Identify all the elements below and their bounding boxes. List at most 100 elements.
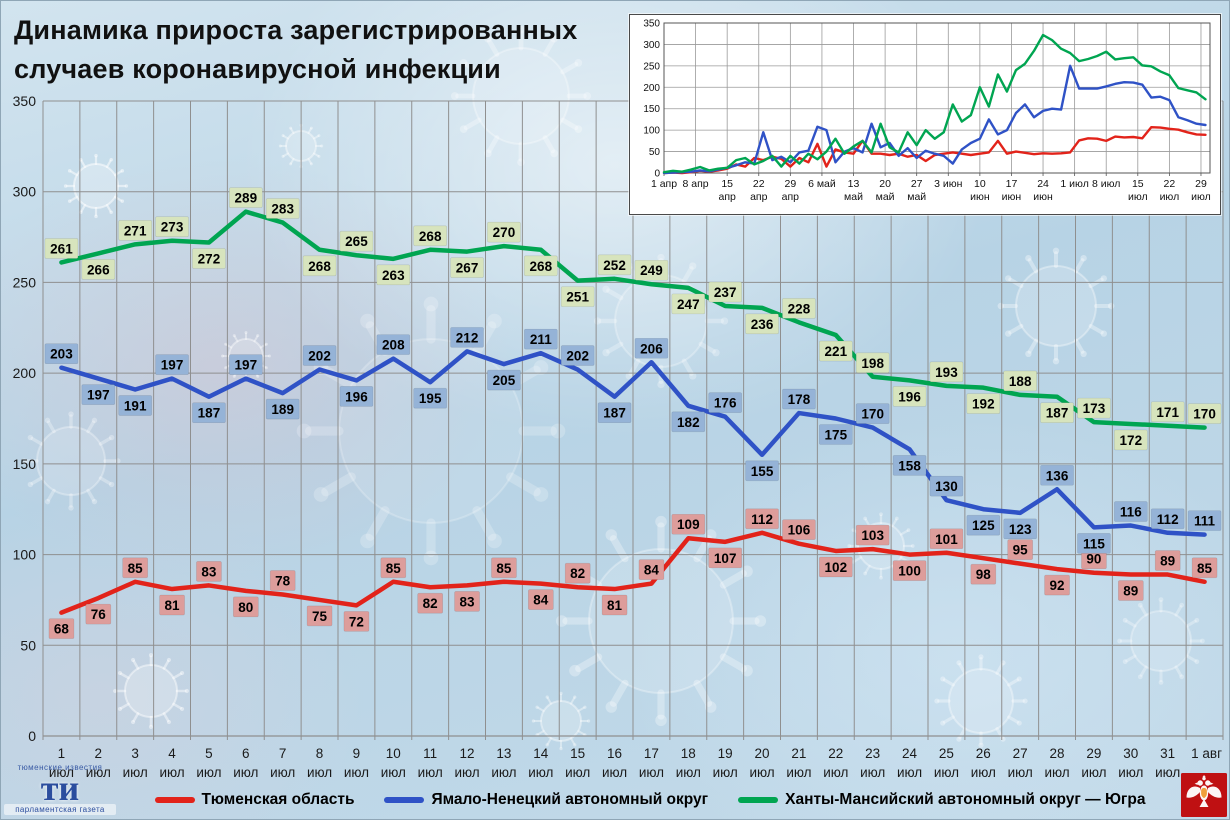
data-label-box (671, 293, 706, 315)
data-label-value: 112 (1157, 512, 1179, 527)
data-label-box (524, 255, 558, 277)
svg-text:24: 24 (902, 746, 918, 761)
data-label-box (782, 388, 816, 410)
svg-text:июл: июл (1008, 765, 1033, 780)
svg-text:июл: июл (897, 765, 922, 780)
series-line (59, 209, 1207, 430)
data-label-box (159, 594, 185, 616)
data-label-value: 83 (201, 564, 217, 579)
data-label-value: 273 (161, 220, 184, 235)
data-label-value: 92 (1050, 578, 1065, 593)
svg-text:июл: июл (676, 765, 701, 780)
svg-text:июл: июл (639, 765, 664, 780)
data-label-box (44, 238, 79, 259)
svg-text:июл: июл (713, 765, 738, 780)
data-label-value: 98 (976, 567, 992, 582)
legend-label-tyumen: Тюменская область (201, 791, 355, 808)
data-label-value: 252 (603, 258, 626, 273)
eagle-shield (1200, 787, 1208, 799)
data-label-box (229, 187, 263, 208)
data-label-value: 89 (1160, 554, 1175, 569)
data-label-value: 251 (566, 290, 589, 305)
virus-shape (555, 515, 767, 727)
svg-text:300: 300 (13, 184, 37, 200)
data-label-value: 192 (972, 397, 995, 412)
svg-text:350: 350 (13, 93, 37, 109)
svg-text:июн: июн (1033, 191, 1053, 203)
svg-text:8 июл: 8 июл (1092, 178, 1120, 190)
svg-text:150: 150 (643, 104, 660, 115)
svg-text:июл: июл (1128, 191, 1148, 203)
data-label-value: 272 (198, 252, 221, 267)
legend-item-yanao: Ямало-Ненецкий автономный округ (384, 791, 708, 809)
data-label-box (601, 594, 628, 616)
svg-text:19: 19 (718, 746, 733, 761)
data-label-box (597, 402, 632, 424)
svg-text:27: 27 (1013, 746, 1028, 761)
data-label-value: 89 (1123, 584, 1138, 599)
data-label-box (487, 221, 521, 243)
svg-text:20: 20 (755, 746, 770, 761)
data-label-box (634, 337, 669, 359)
data-label-value: 173 (1083, 401, 1106, 416)
svg-text:6: 6 (242, 746, 250, 761)
svg-text:29: 29 (1086, 746, 1101, 761)
data-label-box (1003, 518, 1037, 540)
data-label-value: 196 (898, 389, 921, 404)
data-label-value: 136 (1046, 468, 1069, 483)
data-label-value: 196 (345, 389, 368, 404)
data-label-value: 158 (898, 458, 921, 473)
data-label-value: 111 (1194, 514, 1216, 529)
data-label-value: 102 (825, 560, 848, 575)
data-label-value: 189 (271, 402, 294, 417)
svg-text:27: 27 (911, 178, 923, 190)
svg-text:18: 18 (681, 746, 696, 761)
data-label-box (528, 589, 554, 610)
data-label-box (192, 402, 226, 424)
data-label-box (855, 403, 890, 424)
svg-text:9: 9 (353, 746, 361, 761)
virus-shape (113, 653, 189, 729)
data-label-value: 171 (1156, 405, 1179, 420)
svg-text:июл: июл (307, 765, 332, 780)
svg-text:июл: июл (1081, 765, 1106, 780)
virus-shape (278, 123, 324, 169)
svg-text:22: 22 (1164, 178, 1176, 190)
data-label-box (855, 352, 890, 374)
data-label-box (81, 384, 116, 405)
data-label-value: 85 (128, 561, 144, 576)
svg-text:июл: июл (528, 765, 553, 780)
svg-text:июл: июл (1118, 765, 1143, 780)
virus-shape (531, 691, 591, 751)
data-label-value: 191 (124, 398, 147, 413)
svg-text:июл: июл (123, 765, 148, 780)
svg-text:250: 250 (13, 274, 37, 290)
data-label-value: 72 (349, 614, 364, 629)
data-label-box (487, 369, 521, 391)
data-label-box (343, 611, 370, 632)
svg-text:июл: июл (344, 765, 369, 780)
data-label-value: 85 (1197, 561, 1213, 576)
data-label-box (970, 563, 997, 585)
svg-text:100: 100 (643, 126, 660, 137)
data-label-value: 205 (493, 373, 516, 388)
svg-text:15: 15 (1132, 178, 1144, 190)
svg-text:май: май (844, 191, 863, 203)
data-label-value: 268 (419, 229, 442, 244)
data-label-box (708, 547, 742, 569)
data-label-value: 187 (1046, 406, 1069, 421)
double-headed-eagle-emblem (1181, 773, 1227, 817)
data-label-box (782, 298, 816, 319)
data-label-value: 182 (677, 415, 700, 430)
svg-text:30: 30 (1123, 746, 1138, 761)
svg-text:3 июн: 3 июн (934, 178, 962, 190)
svg-text:4: 4 (168, 746, 176, 761)
data-label-box (819, 424, 853, 445)
svg-text:7: 7 (279, 746, 287, 761)
data-label-box (819, 556, 853, 578)
svg-text:июл: июл (159, 765, 184, 780)
chart-legend: Тюменская область Ямало-Ненецкий автоном… (111, 791, 1189, 809)
page-title: Динамика прироста зарегистрированных слу… (14, 11, 577, 89)
data-label-value: 82 (423, 596, 438, 611)
